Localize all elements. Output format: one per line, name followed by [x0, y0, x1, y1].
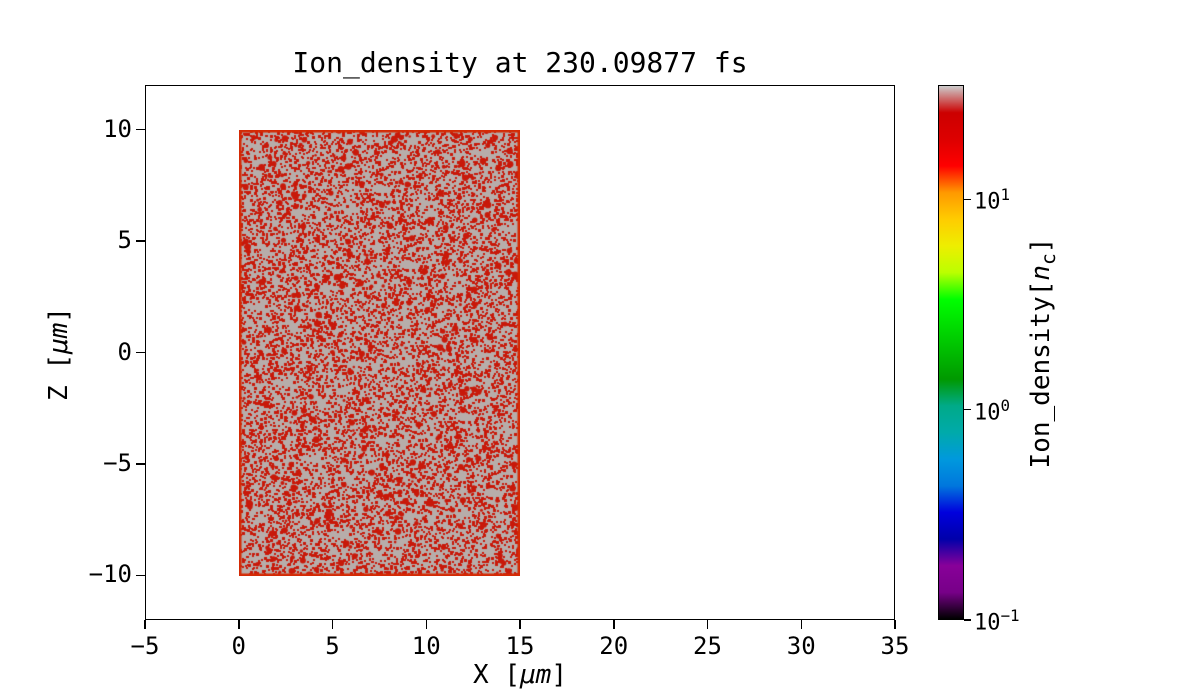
x-axis-label: X [μm] [145, 660, 895, 690]
x-tick-label: −5 [130, 632, 160, 660]
colorbar-label-suffix: ] [1026, 237, 1056, 254]
colorbar-tick-label: 10−1 [974, 606, 1020, 636]
colorbar-label: Ion_density[nc] [1026, 113, 1060, 593]
x-tick-label: 35 [880, 632, 910, 660]
chart-title: Ion_density at 230.09877 fs [292, 46, 748, 79]
x-tick-mark [144, 620, 146, 629]
y-tick-mark [136, 351, 145, 354]
colorbar-tick-label: 101 [974, 185, 1011, 215]
x-tick-mark [613, 620, 615, 629]
x-axis-label-prefix: X [ [473, 660, 520, 690]
x-tick-mark [425, 620, 427, 629]
colorbar-label-prefix: Ion_density[ [1026, 280, 1056, 469]
y-tick-label: 5 [117, 226, 132, 255]
x-tick-mark [331, 620, 334, 629]
x-tick-label: 20 [599, 632, 629, 660]
y-tick-label: −10 [88, 560, 132, 589]
colorbar-tick-mark [964, 198, 971, 201]
y-tick-label: −5 [103, 448, 132, 477]
colorbar-tick-label: 100 [974, 395, 1011, 426]
colorbar [938, 85, 964, 620]
colorbar-tick-mark [964, 619, 971, 621]
colorbar-tick-mark [964, 408, 971, 411]
x-axis-unit: μm [520, 660, 552, 690]
y-tick-mark [136, 240, 145, 242]
x-tick-label: 15 [505, 632, 535, 660]
x-tick-mark [894, 620, 896, 629]
colorbar-label-var: n [1026, 264, 1056, 281]
x-tick-mark [238, 620, 240, 629]
x-tick-label: 25 [693, 632, 722, 660]
x-tick-mark [706, 620, 709, 629]
y-tick-mark [136, 128, 145, 131]
y-tick-mark [136, 574, 145, 577]
x-tick-label: 30 [786, 632, 816, 660]
x-tick-mark [519, 620, 521, 629]
x-tick-label: 5 [325, 632, 340, 660]
x-tick-label: 10 [411, 632, 441, 660]
x-axis-label-suffix: ] [551, 660, 567, 690]
x-tick-mark [800, 620, 802, 629]
colorbar-label-sub: c [1037, 253, 1061, 265]
y-tick-mark [136, 463, 145, 465]
x-tick-label: 0 [231, 632, 246, 660]
y-tick-label: 10 [103, 114, 132, 143]
y-axis-label-suffix: ] [44, 307, 74, 323]
ion-density-slab [238, 129, 520, 576]
y-tick-label: 0 [117, 337, 132, 366]
